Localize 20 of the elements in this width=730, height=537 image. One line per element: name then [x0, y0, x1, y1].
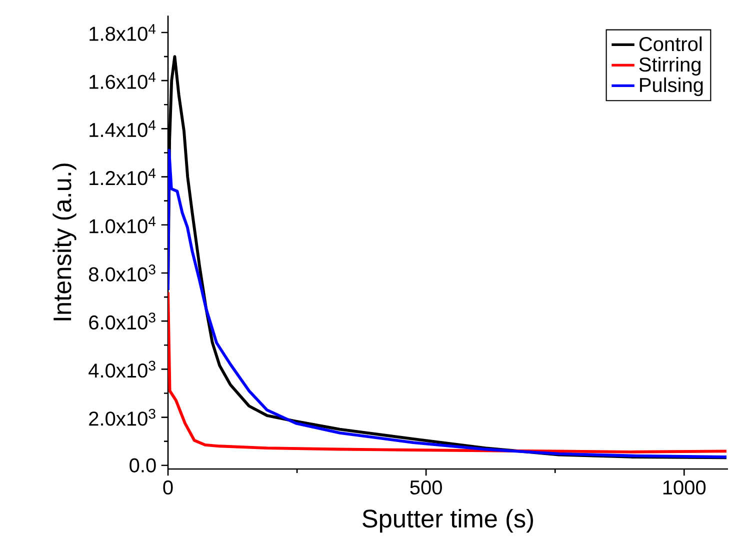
y-tick-label: 2.0x10$^{3}$ [89, 408, 156, 426]
legend-label: Control [639, 36, 702, 52]
y-tick-label: 1.4x10$^{4}$ [90, 120, 156, 138]
legend-label: Stirring [639, 56, 700, 76]
y-tick-label: 8.0x10$^{3}$ [89, 264, 156, 282]
y-axis-title: Intensity (a.u.) [52, 164, 76, 320]
legend-label: Pulsing [640, 77, 703, 96]
y-tick-label: 1.0x10$^{4}$ [90, 216, 156, 234]
line-series [168, 290, 728, 454]
x-axis-title: Sputter time (s) [362, 508, 533, 533]
y-tick-label: 1.8x10$^{4}$ [90, 24, 156, 41]
y-tick-label: 0.0 [130, 458, 156, 472]
y-tick-label: 1.6x10$^{4}$ [90, 72, 156, 89]
y-tick-label: 6.0x10$^{3}$ [89, 312, 156, 330]
y-tick-label: 4.0x10$^{3}$ [88, 360, 156, 378]
line-series [168, 148, 728, 458]
y-tick-label: 1.2x10$^{4}$ [90, 168, 156, 186]
x-tick-label: 0 [163, 480, 173, 494]
x-tick-label: 1000 [663, 480, 706, 494]
x-tick-label: 500 [410, 480, 442, 494]
